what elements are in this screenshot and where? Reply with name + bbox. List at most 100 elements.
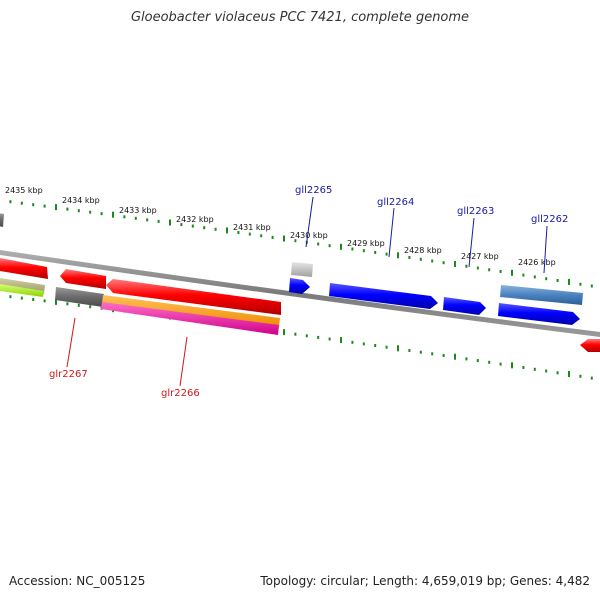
minor-tick	[556, 371, 559, 375]
gene-feature[interactable]	[498, 303, 580, 325]
gene-feature[interactable]	[500, 285, 583, 305]
minor-tick	[465, 357, 468, 361]
minor-tick	[385, 345, 388, 349]
minor-tick	[351, 247, 354, 251]
scale-label: 2435 kbp	[5, 186, 43, 195]
major-tick	[568, 278, 570, 285]
minor-tick	[579, 282, 582, 286]
minor-tick	[305, 334, 308, 338]
major-tick	[568, 371, 570, 377]
minor-tick	[89, 210, 92, 214]
outer-scale-track	[9, 200, 593, 288]
scale-label: 2433 kbp	[119, 206, 157, 215]
minor-tick	[9, 200, 12, 204]
scale-label: 2426 kbp	[518, 258, 556, 267]
gene-feature[interactable]	[0, 258, 48, 279]
minor-tick	[146, 218, 149, 222]
minor-tick	[351, 340, 354, 344]
gene-label-gll2264[interactable]: gll2264	[377, 197, 414, 208]
minor-tick	[442, 354, 445, 357]
gene-feature[interactable]	[443, 297, 486, 315]
minor-tick	[214, 227, 217, 231]
major-tick	[340, 337, 342, 344]
major-tick	[169, 219, 171, 226]
forward-gene-labels: gll2265 gll2264 gll2263 gll2262	[295, 185, 568, 274]
gene-feature[interactable]	[106, 279, 281, 315]
major-tick	[226, 227, 228, 234]
minor-tick	[237, 231, 240, 234]
minor-tick	[123, 215, 126, 219]
gene-label-glr2266[interactable]: glr2266	[161, 388, 200, 399]
minor-tick	[374, 344, 377, 347]
minor-tick	[203, 226, 206, 230]
minor-tick	[32, 298, 35, 301]
scale-label: 2431 kbp	[233, 223, 271, 232]
minor-tick	[431, 259, 434, 263]
gene-label-gll2263[interactable]: gll2263	[457, 206, 494, 217]
major-tick	[340, 243, 342, 250]
minor-tick	[317, 242, 320, 246]
minor-tick	[328, 337, 331, 341]
gene-feature[interactable]	[0, 284, 44, 297]
gene-feature[interactable]	[55, 287, 104, 307]
minor-tick	[590, 284, 593, 288]
minor-tick	[545, 369, 548, 373]
minor-tick	[408, 349, 411, 352]
minor-tick	[476, 359, 479, 363]
accession-label: Accession: NC_005125	[9, 574, 146, 588]
minor-tick	[465, 264, 468, 268]
genome-title: Gloeobacter violaceus PCC 7421, complete…	[130, 10, 470, 25]
minor-tick	[419, 257, 422, 261]
minor-tick	[590, 376, 593, 380]
minor-tick	[362, 342, 365, 346]
minor-tick	[431, 352, 434, 356]
reverse-strand-features	[0, 258, 600, 352]
major-tick	[511, 269, 513, 276]
major-tick	[55, 204, 57, 211]
gene-feature[interactable]	[289, 278, 310, 294]
minor-tick	[317, 335, 320, 339]
gene-feature[interactable]	[0, 213, 4, 227]
minor-tick	[134, 216, 137, 220]
gene-feature[interactable]	[329, 283, 438, 309]
minor-tick	[385, 252, 388, 256]
major-tick	[55, 298, 57, 305]
gene-feature[interactable]	[102, 295, 280, 327]
minor-tick	[157, 219, 160, 223]
minor-tick	[100, 212, 103, 216]
minor-tick	[66, 207, 69, 211]
gene-feature[interactable]	[101, 302, 279, 335]
minor-tick	[271, 235, 274, 239]
minor-tick	[408, 256, 411, 259]
major-tick	[283, 235, 285, 242]
minor-tick	[66, 302, 69, 306]
minor-tick	[294, 239, 297, 243]
major-tick	[397, 252, 399, 259]
gene-label-glr2267[interactable]: glr2267	[49, 369, 88, 380]
gene-feature[interactable]	[60, 269, 106, 289]
minor-tick	[32, 203, 35, 207]
minor-tick	[294, 332, 297, 336]
minor-tick	[499, 362, 502, 366]
scale-label: 2427 kbp	[461, 252, 499, 261]
gene-label-gll2265[interactable]: gll2265	[295, 185, 332, 196]
minor-tick	[442, 261, 445, 265]
scale-label: 2429 kbp	[347, 239, 385, 248]
minor-tick	[522, 273, 525, 277]
gene-label-gll2262[interactable]: gll2262	[531, 214, 568, 225]
major-tick	[283, 329, 285, 336]
minor-tick	[556, 279, 559, 282]
major-tick	[397, 345, 399, 352]
minor-tick	[43, 204, 46, 208]
scale-label: 2434 kbp	[62, 196, 100, 205]
minor-tick	[533, 367, 536, 371]
gene-feature[interactable]	[291, 262, 313, 277]
major-tick	[454, 261, 456, 267]
minor-tick	[488, 360, 491, 364]
minor-tick	[419, 350, 422, 354]
topology-label: Topology: circular; Length: 4,659,019 bp…	[260, 574, 590, 588]
minor-tick	[9, 295, 12, 299]
gene-feature[interactable]	[580, 339, 600, 352]
minor-tick	[476, 266, 479, 270]
